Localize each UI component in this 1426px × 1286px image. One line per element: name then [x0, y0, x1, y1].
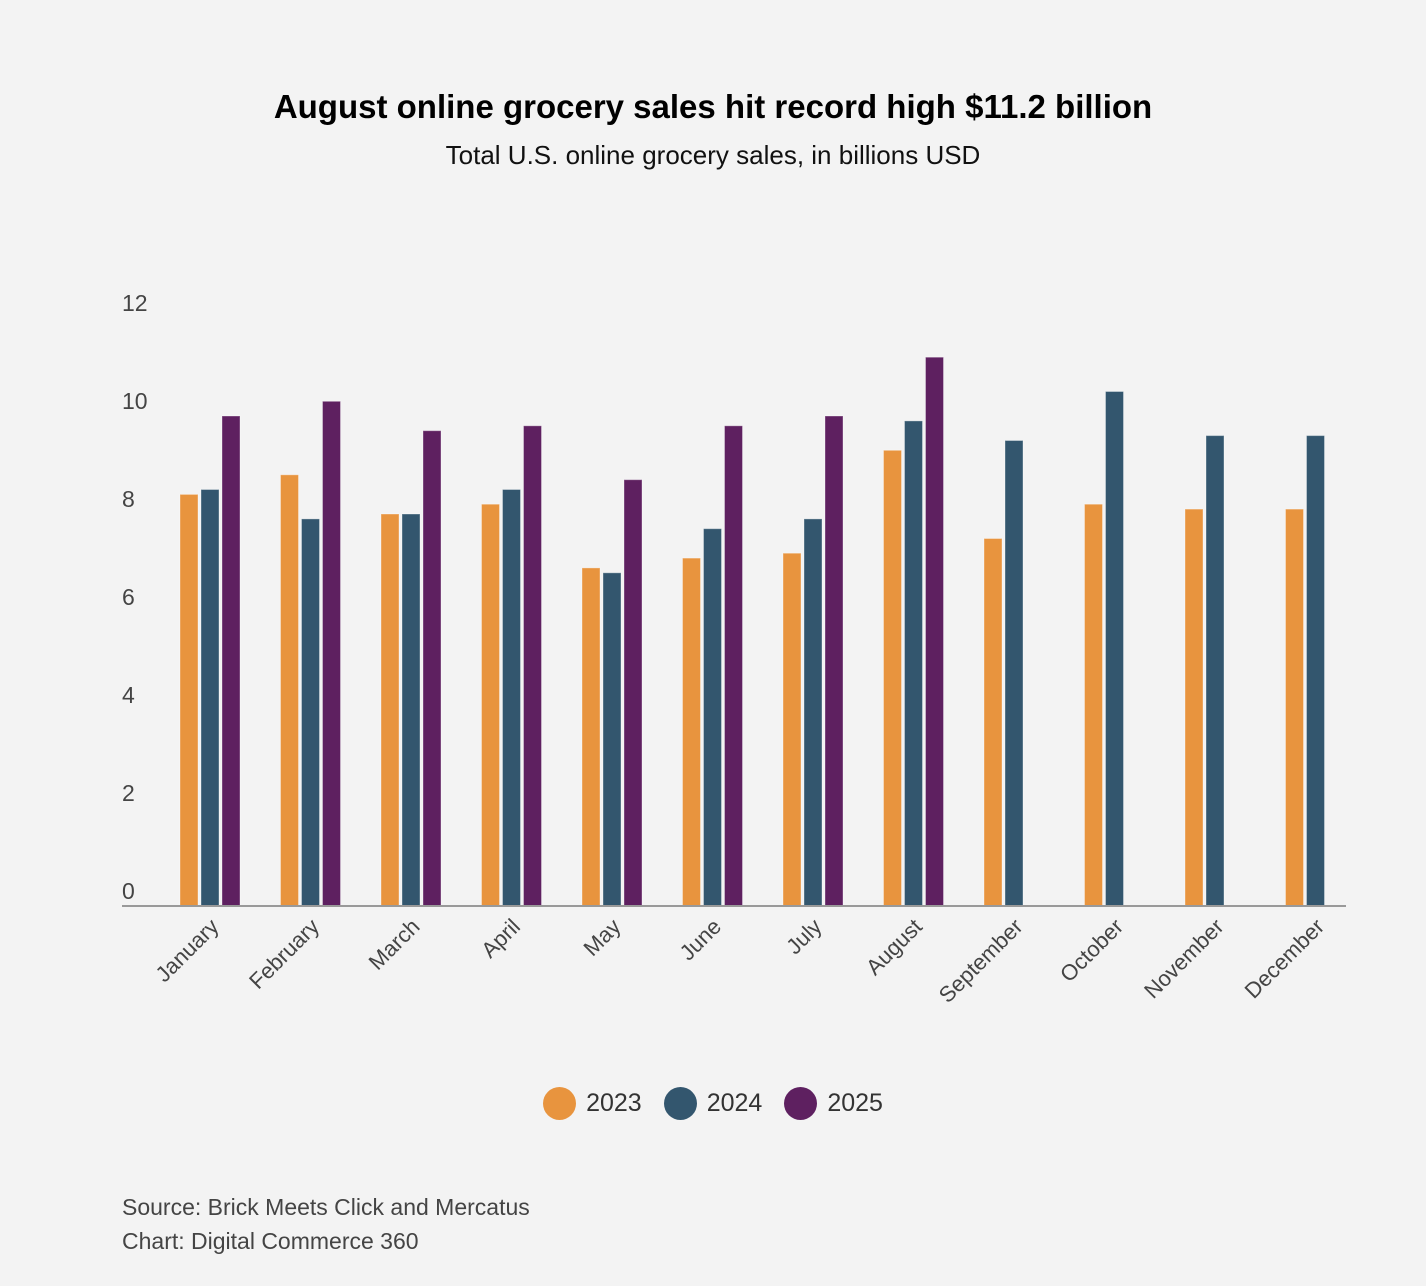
bar-2024-october [1105, 391, 1124, 907]
x-tick-label: April [476, 914, 525, 963]
bar-2023-january [179, 493, 199, 907]
bar-2023-october [1084, 503, 1103, 907]
y-tick-label: 6 [122, 584, 135, 610]
bar-2025-april [523, 425, 542, 907]
bar-2024-september [1004, 440, 1024, 907]
bar-2024-july [803, 518, 823, 907]
bar-2023-december [1285, 508, 1304, 907]
chart-subtitle: Total U.S. online grocery sales, in bill… [445, 140, 981, 170]
x-tick-label: July [781, 914, 826, 959]
legend: 2023 2024 2025 [0, 1087, 1426, 1120]
y-tick-label: 2 [122, 780, 135, 806]
bar-2023-february [280, 474, 299, 907]
y-tick-label: 4 [122, 682, 135, 708]
legend-item-2025: 2025 [784, 1087, 883, 1120]
x-tick-label: September [934, 914, 1028, 1008]
bar-2024-august [904, 420, 923, 907]
y-tick-label: 12 [122, 290, 148, 316]
x-tick-label: October [1055, 914, 1128, 987]
legend-swatch [543, 1087, 577, 1120]
x-tick-label: August [861, 914, 927, 980]
bar-2025-february [322, 400, 341, 907]
bar-2024-may [602, 572, 622, 907]
bar-2023-september [983, 538, 1003, 907]
credit-note: Chart: Digital Commerce 360 [122, 1228, 419, 1254]
bar-2023-june [682, 557, 701, 907]
x-tick-label: January [151, 914, 224, 987]
bar-2025-august [925, 356, 944, 907]
y-tick-label: 10 [122, 388, 148, 414]
legend-label: 2023 [586, 1089, 642, 1117]
bar-2025-june [724, 425, 743, 907]
x-tick-label: May [578, 914, 625, 961]
bar-2024-april [502, 489, 521, 907]
source-note: Source: Brick Meets Click and Mercatus [122, 1194, 530, 1220]
bar-2024-february [301, 518, 320, 907]
legend-swatch [784, 1087, 818, 1120]
x-tick-label: March [364, 914, 425, 975]
x-tick-label: November [1139, 914, 1228, 1003]
bar-2024-june [703, 528, 722, 907]
bar-2024-november [1205, 435, 1225, 907]
legend-item-2023: 2023 [543, 1087, 642, 1120]
y-tick-label: 8 [122, 486, 135, 512]
bar-2023-august [883, 449, 902, 907]
bar-2025-july [824, 415, 844, 907]
x-tick-label: June [675, 914, 726, 965]
bar-2025-march [422, 430, 442, 907]
bar-2023-march [380, 513, 400, 907]
legend-item-2024: 2024 [663, 1087, 763, 1120]
bar-2023-april [481, 503, 500, 907]
bar-2024-december [1306, 435, 1325, 907]
legend-label: 2024 [706, 1089, 763, 1117]
x-tick-label: December [1240, 914, 1329, 1003]
bar-2023-november [1184, 508, 1204, 907]
y-tick-label: 0 [122, 878, 135, 904]
legend-swatch [663, 1087, 697, 1120]
x-tick-label: February [244, 914, 324, 994]
bar-2023-may [581, 567, 601, 907]
bar-2025-january [221, 415, 241, 907]
legend-label: 2025 [827, 1089, 883, 1117]
bar-2024-january [200, 489, 220, 907]
bar-2023-july [782, 552, 802, 907]
footnotes: Source: Brick Meets Click and Mercatus C… [122, 1190, 530, 1258]
chart-title: August online grocery sales hit record h… [273, 88, 1153, 125]
bar-chart: 0 2 4 6 8 10 12 January February March April May Jun… [122, 290, 1346, 1008]
bar-2024-march [401, 513, 421, 907]
bar-2025-may [623, 479, 643, 907]
